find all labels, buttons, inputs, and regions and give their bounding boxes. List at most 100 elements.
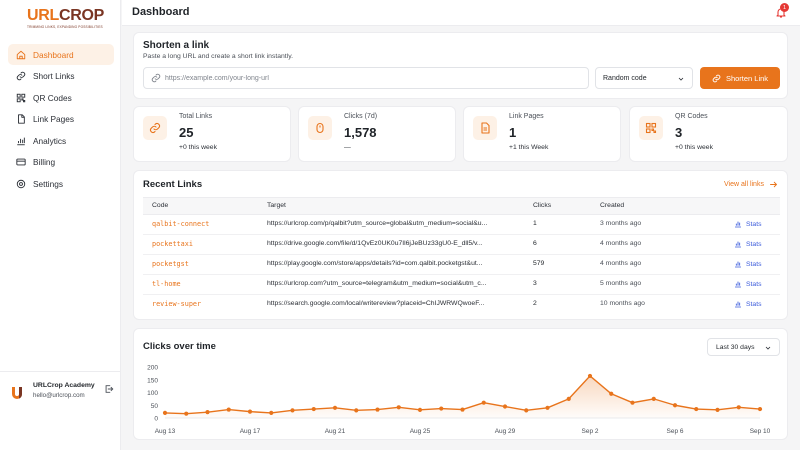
code-mode-value: Random code [603, 74, 647, 82]
stats-link[interactable]: Stats [734, 220, 762, 228]
target-url: https://play.google.com/store/apps/detai… [267, 260, 483, 267]
created-time: 3 months ago [600, 220, 642, 227]
sidebar-item-link-pages[interactable]: Link Pages [8, 109, 114, 130]
stats-link[interactable]: Stats [734, 280, 762, 288]
mouse-icon [308, 116, 332, 140]
page-title: Dashboard [132, 6, 190, 18]
data-point [247, 409, 253, 414]
data-point [354, 408, 359, 413]
chart-icon [15, 135, 26, 146]
date-range-select[interactable]: Last 30 days [707, 338, 780, 356]
data-point [460, 407, 465, 412]
brand-tagline: TRIMMING LINKS, EXPANDING POSSIBILITIES [27, 25, 103, 29]
chart-title: Clicks over time [143, 341, 216, 352]
y-tick-label: 150 [147, 377, 158, 384]
date-range-value: Last 30 days [716, 343, 755, 351]
short-code-link[interactable]: tl-home [152, 280, 181, 288]
notification-badge: 1 [780, 3, 789, 12]
short-code-link[interactable]: pockettaxi [152, 240, 193, 248]
stat-delta: +1 this Week [509, 144, 549, 151]
link-icon [15, 71, 26, 82]
table-row: pocketgst https://play.google.com/store/… [143, 255, 780, 275]
clicks-line-chart: 0 50 100 150 200 Aug 13 Aug 17 Aug 21 Aug 25 Aug … [147, 365, 771, 436]
target-url: https://drive.google.com/file/d/1QvEz0UK… [267, 240, 483, 247]
data-point [609, 391, 614, 396]
arrow-right-icon [769, 180, 778, 189]
sidebar-item-short-links[interactable]: Short Links [8, 66, 114, 87]
data-point [502, 404, 508, 409]
column-header-created: Created [600, 202, 625, 209]
stat-value: 25 [179, 125, 194, 140]
click-count: 2 [533, 300, 537, 307]
table-header: Code Target Clicks Created [143, 197, 780, 215]
stat-value: 3 [675, 125, 683, 140]
long-url-input[interactable] [165, 71, 585, 86]
stat-delta: +0 this week [675, 144, 713, 151]
short-code-link[interactable]: pocketgst [152, 260, 189, 268]
qr-icon [639, 116, 663, 140]
qr-icon [15, 92, 26, 103]
x-tick-label: Aug 17 [240, 428, 261, 435]
stat-delta: +0 this week [179, 144, 217, 151]
bar-chart-icon [734, 240, 742, 248]
user-email: hello@urlcrop.com [33, 392, 85, 399]
data-point [417, 407, 423, 412]
file-text-icon [473, 116, 497, 140]
data-point [205, 410, 210, 415]
data-point [736, 405, 741, 410]
gear-icon [15, 179, 26, 190]
stat-card-clicks: Clicks (7d) 1,578 — [298, 106, 456, 162]
created-time: 4 months ago [600, 260, 642, 267]
click-count: 3 [533, 280, 537, 287]
stats-link[interactable]: Stats [734, 300, 762, 308]
sidebar-item-settings[interactable]: Settings [8, 174, 114, 195]
sidebar-item-billing[interactable]: Billing [8, 152, 114, 173]
data-point [566, 396, 571, 401]
recent-links-card: Recent Links View all links Code Target … [133, 170, 788, 320]
file-icon [15, 114, 26, 125]
link-icon [151, 73, 161, 85]
sidebar-item-label: Billing [33, 157, 56, 168]
logout-icon[interactable] [104, 384, 114, 396]
created-time: 4 months ago [600, 240, 642, 247]
x-tick-label: Aug 25 [410, 428, 431, 435]
card-icon [15, 157, 26, 168]
series-area [165, 375, 760, 418]
chevron-down-icon [677, 75, 685, 85]
x-tick-label: Sep 2 [582, 428, 599, 435]
shorten-link-card: Shorten a link Paste a long URL and crea… [133, 32, 788, 99]
bar-chart-icon [734, 300, 742, 308]
created-time: 10 months ago [600, 300, 645, 307]
data-point [651, 396, 656, 401]
link-icon [143, 116, 167, 140]
sidebar-item-qr-codes[interactable]: QR Codes [8, 87, 114, 108]
brand-logo[interactable]: URLCROP TRIMMING LINKS, EXPANDING POSSIB… [27, 7, 104, 29]
x-tick-label: Aug 29 [495, 428, 516, 435]
stats-link[interactable]: Stats [734, 240, 762, 248]
sidebar-item-label: Short Links [33, 71, 75, 82]
stats-link[interactable]: Stats [734, 260, 762, 268]
shorten-link-button[interactable]: Shorten Link [700, 67, 780, 89]
sidebar: URLCROP TRIMMING LINKS, EXPANDING POSSIB… [0, 0, 121, 450]
stat-label: QR Codes [675, 113, 708, 120]
stat-card-link-pages: Link Pages 1 +1 this Week [463, 106, 621, 162]
shorten-button-label: Shorten Link [725, 73, 769, 83]
data-point [439, 406, 444, 411]
stat-value: 1 [509, 125, 517, 140]
sidebar-item-analytics[interactable]: Analytics [8, 130, 114, 151]
bar-chart-icon [734, 280, 742, 288]
code-mode-select[interactable]: Random code [595, 67, 693, 89]
data-point [545, 405, 550, 410]
short-code-link[interactable]: review-super [152, 300, 202, 308]
data-point [311, 406, 316, 412]
short-code-link[interactable]: qalbit-connect [152, 220, 210, 228]
click-count: 1 [533, 220, 537, 227]
sidebar-item-dashboard[interactable]: Dashboard [8, 44, 114, 65]
sidebar-item-label: Analytics [33, 135, 67, 146]
data-point [396, 405, 401, 410]
view-all-links-link[interactable]: View all links [724, 180, 778, 189]
stat-card-qr-codes: QR Codes 3 +0 this week [629, 106, 788, 162]
y-tick-label: 100 [147, 390, 158, 397]
table-row: tl-home https://urlcrop.com?utm_source=t… [143, 275, 780, 295]
x-tick-label: Aug 13 [155, 428, 176, 435]
